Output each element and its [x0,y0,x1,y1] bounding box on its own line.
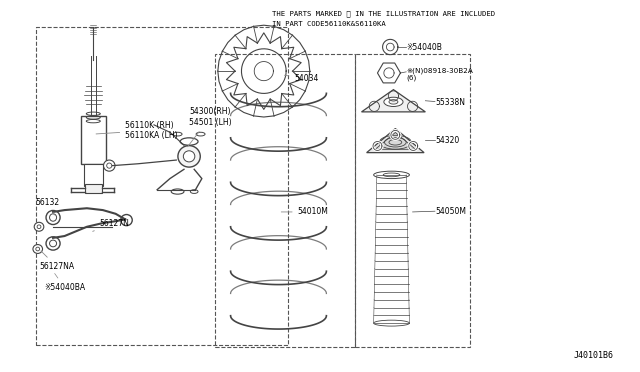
Ellipse shape [178,145,200,167]
Ellipse shape [173,132,182,136]
Text: ※54040B: ※54040B [406,42,442,51]
Ellipse shape [374,171,410,179]
Bar [214,54,355,347]
Text: J40101B6: J40101B6 [574,351,614,360]
Text: 55338N: 55338N [435,98,465,107]
Ellipse shape [46,237,60,250]
Ellipse shape [104,160,115,171]
Ellipse shape [384,97,403,106]
Text: THE PARTS MARKED ※ IN THE ILLUSTRATION ARE INCLUDED: THE PARTS MARKED ※ IN THE ILLUSTRATION A… [272,10,495,17]
Ellipse shape [190,190,198,193]
Bar [81,116,106,164]
Ellipse shape [389,100,398,104]
Polygon shape [375,132,415,149]
Text: 54320: 54320 [435,136,460,145]
Bar [84,164,103,186]
Ellipse shape [121,215,132,226]
Bar [85,184,102,193]
Polygon shape [367,129,424,153]
Text: 54300(RH)
54501 (LH): 54300(RH) 54501 (LH) [188,107,232,147]
Ellipse shape [172,189,184,194]
Polygon shape [362,90,426,112]
Text: ※(N)08918-30B2A: ※(N)08918-30B2A [406,68,473,74]
Ellipse shape [34,222,44,231]
Bar [355,54,470,347]
Ellipse shape [180,138,198,145]
Text: 56110K (RH)
56110KA (LH): 56110K (RH) 56110KA (LH) [96,121,178,140]
Ellipse shape [183,151,195,162]
Text: 56127NA: 56127NA [39,251,74,271]
Text: 54010M: 54010M [281,208,328,217]
Ellipse shape [33,244,42,253]
Text: IN PART CODE56110K&S6110KA: IN PART CODE56110K&S6110KA [272,21,386,27]
Text: ※54040BA: ※54040BA [44,273,85,292]
Text: 56127N: 56127N [93,219,129,231]
Text: 56132: 56132 [36,198,60,215]
Ellipse shape [196,132,205,136]
Text: 54050M: 54050M [435,208,466,217]
Ellipse shape [46,211,60,225]
Bar [36,27,288,345]
Text: 54034: 54034 [284,74,319,83]
Text: (6): (6) [406,74,417,81]
